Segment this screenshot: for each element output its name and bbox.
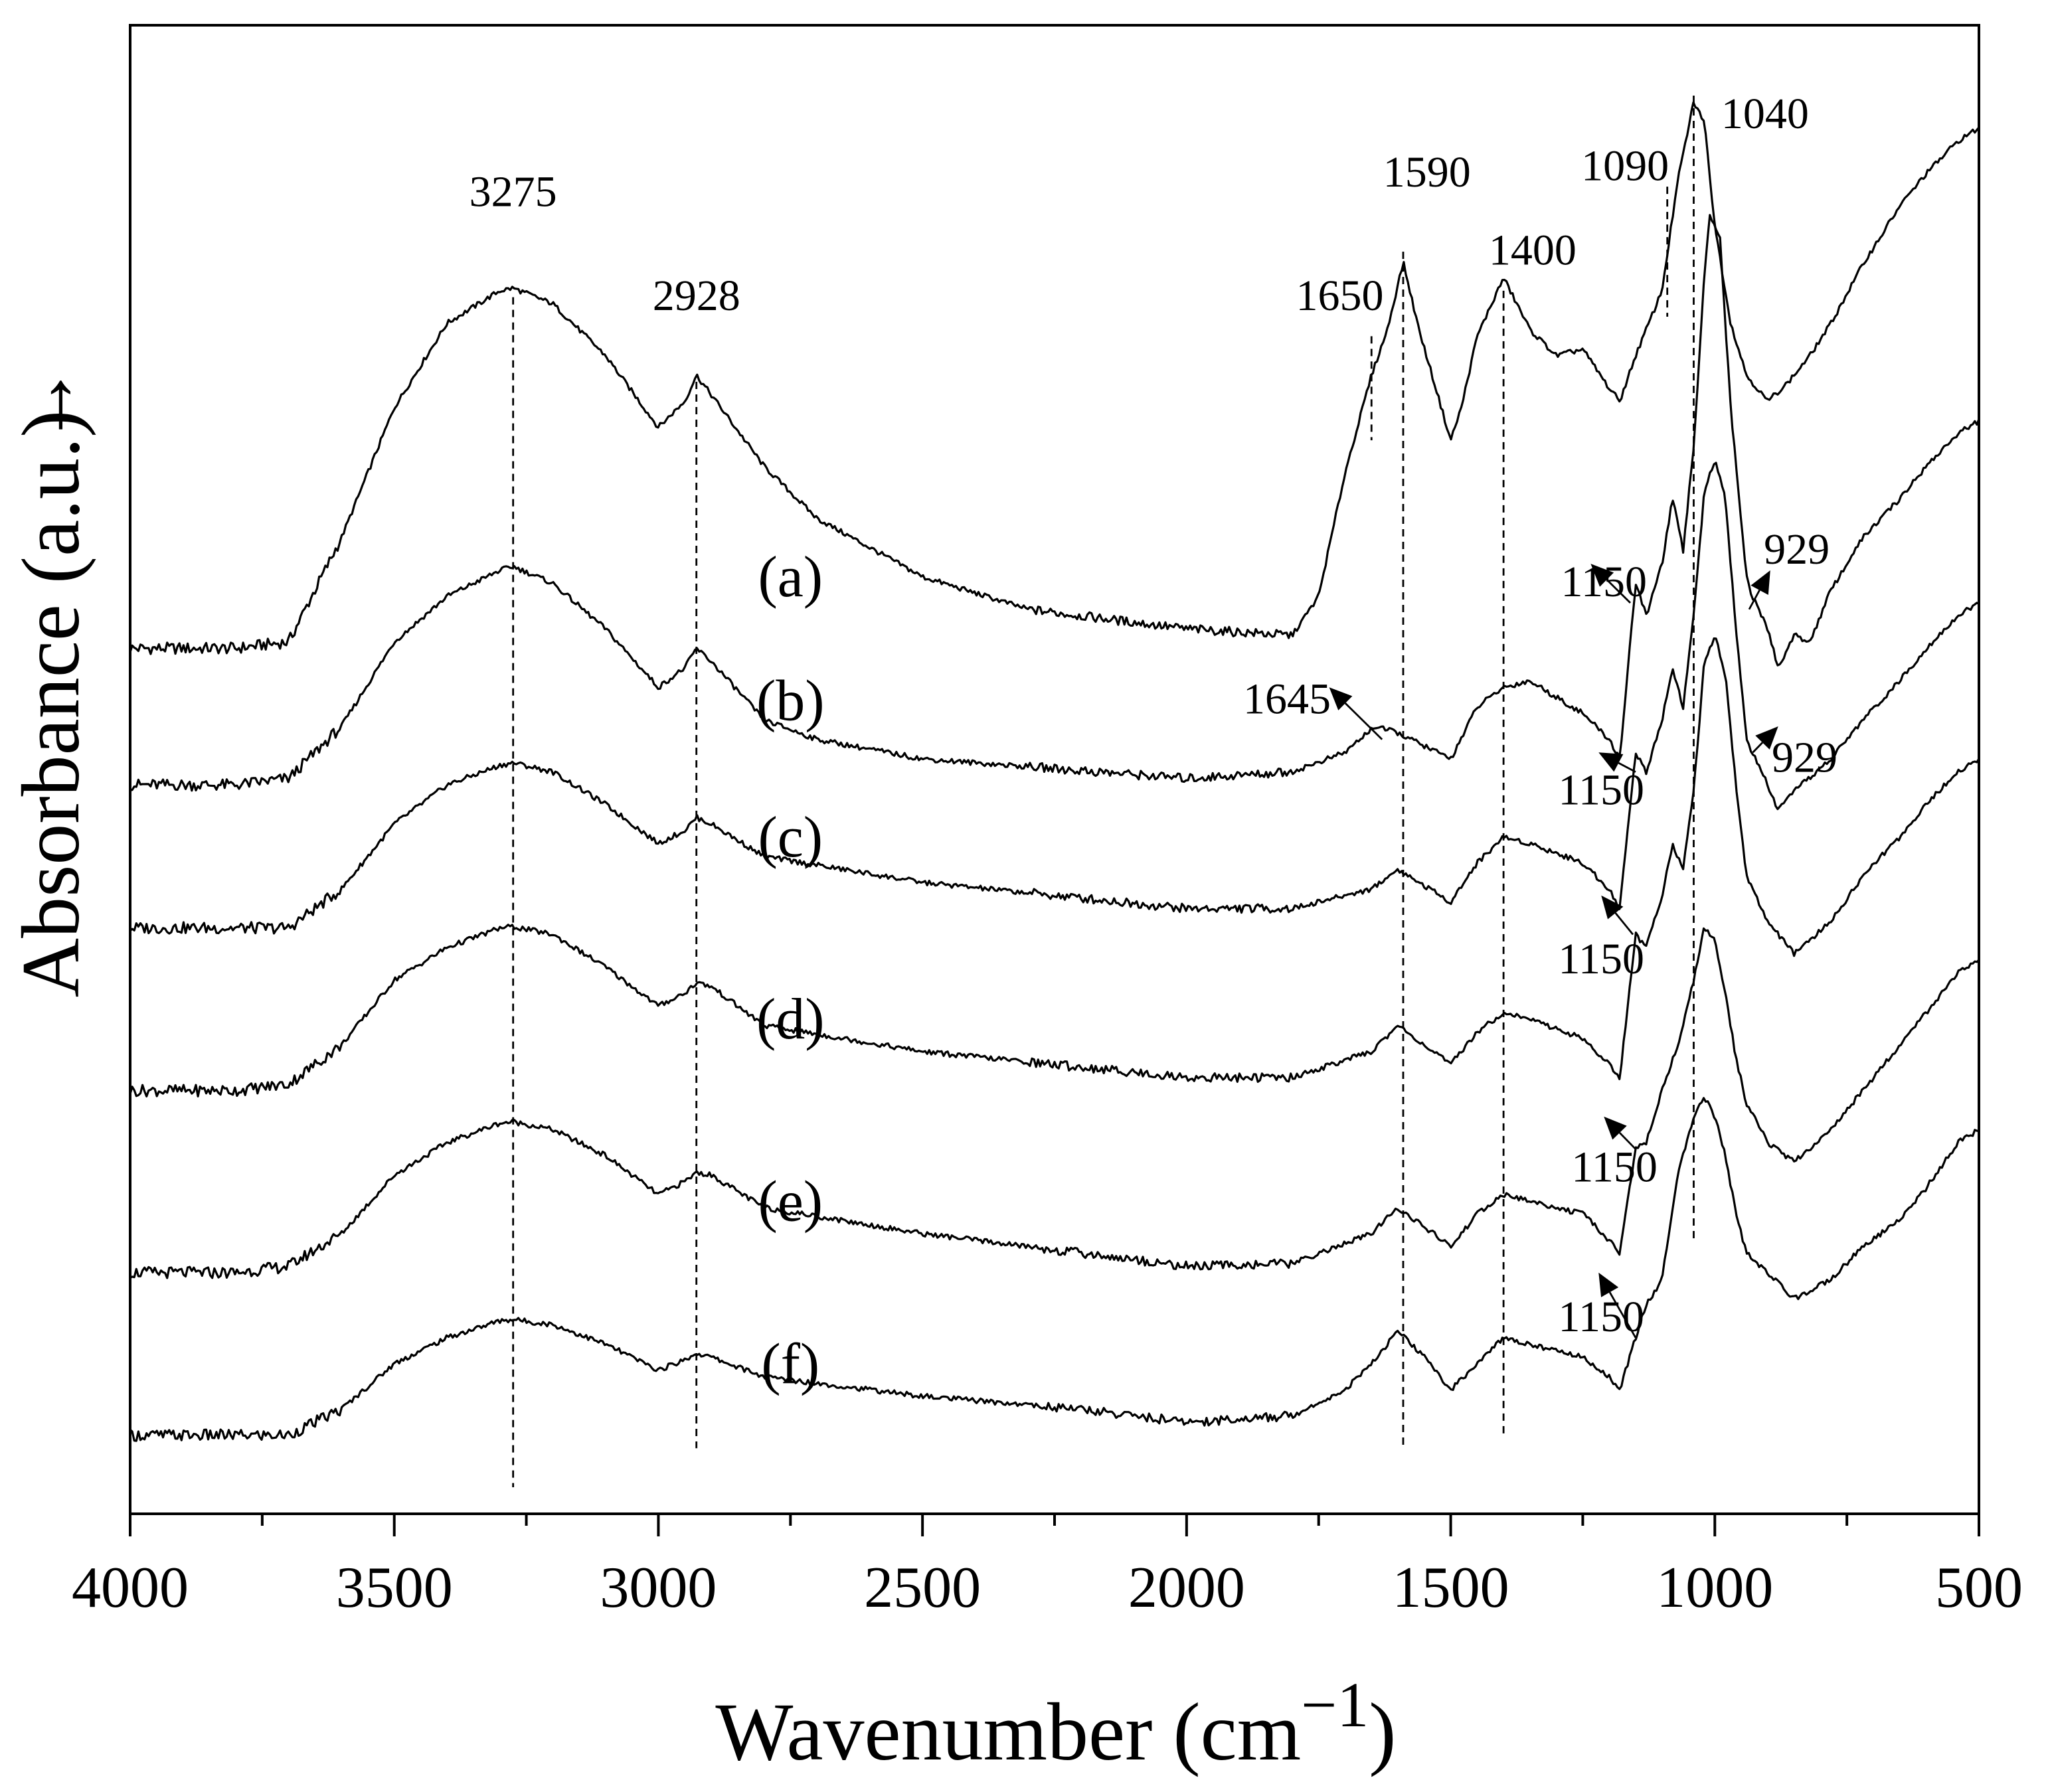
- series-line-1: [129, 101, 1980, 655]
- peak-label-13: 1150: [1571, 1143, 1658, 1192]
- peak-label-12: 1150: [1558, 935, 1644, 983]
- peak-label-5: 1090: [1581, 141, 1669, 190]
- series-label-5: (e): [758, 1169, 823, 1234]
- annotation-arrow-3: [1606, 579, 1631, 604]
- annotation-arrowhead-7: [1598, 1272, 1619, 1297]
- series-label-4: (d): [756, 987, 825, 1052]
- x-tick-label-1500: 1500: [1393, 1556, 1509, 1620]
- x-axis-ticks: 4000 3500 3000 2500 2000 1500 1000 500: [72, 1514, 2023, 1620]
- peak-label-11: 1150: [1558, 766, 1644, 815]
- y-axis-label-group: Absorbance (a.u.): [5, 410, 96, 998]
- annotation-arrow-0: [1344, 702, 1383, 740]
- x-tick-label-2000: 2000: [1128, 1556, 1245, 1620]
- annotation-arrow-5: [1614, 912, 1634, 936]
- annotation-arrow-2: [1752, 742, 1764, 754]
- y-axis-arrow: →: [1, 364, 92, 446]
- annotation-arrow-4: [1618, 762, 1636, 773]
- annotation-arrowhead-2: [1755, 726, 1778, 750]
- peak-label-7: 1645: [1243, 675, 1331, 723]
- annotation-arrowhead-1: [1750, 570, 1770, 596]
- series-label-2: (b): [756, 669, 825, 733]
- peak-label-1: 2928: [653, 272, 740, 320]
- series-line-4: [129, 637, 1980, 1098]
- annotation-arrow-6: [1618, 1132, 1636, 1150]
- series-line-6: [129, 1097, 1980, 1442]
- reference-lines: [512, 95, 1695, 1487]
- x-axis-label-close: ): [1369, 1686, 1396, 1777]
- peak-label-0: 3275: [469, 167, 557, 216]
- x-axis-label-exponent: −1: [1301, 1669, 1369, 1740]
- plot-frame: [129, 24, 1980, 1515]
- x-tick-label-3500: 3500: [336, 1556, 453, 1620]
- peak-label-9: 929: [1772, 734, 1837, 782]
- annotation-arrowhead-3: [1590, 564, 1614, 587]
- x-tick-label-3000: 3000: [600, 1556, 717, 1620]
- annotation-arrow-1: [1748, 590, 1760, 610]
- annotation-arrowhead-6: [1604, 1116, 1627, 1140]
- x-tick-label-2500: 2500: [864, 1556, 981, 1620]
- peak-label-14: 1150: [1558, 1293, 1644, 1341]
- x-tick-label-1000: 1000: [1656, 1556, 1773, 1620]
- series-label-3: (c): [758, 805, 823, 870]
- series-line-3: [129, 461, 1980, 935]
- y-axis-label: Absorbance (a.u.): [5, 410, 96, 998]
- annotation-arrow-7: [1608, 1291, 1637, 1339]
- series-line-2: [129, 214, 1980, 792]
- peak-label-4: 1400: [1489, 226, 1577, 275]
- peak-label-8: 929: [1764, 525, 1830, 574]
- series-label-6: (f): [761, 1332, 819, 1396]
- spectra-series: (a) (b) (c) (d) (e) (f): [129, 101, 1980, 1442]
- annotation-arrowhead-4: [1598, 752, 1624, 772]
- series-line-5: [129, 927, 1980, 1279]
- peak-label-6: 1040: [1721, 90, 1809, 138]
- y-axis-arrow-group: →: [1, 364, 92, 446]
- x-tick-label-500: 500: [1935, 1556, 2023, 1620]
- annotation-arrowhead-0: [1329, 687, 1353, 710]
- x-tick-label-4000: 4000: [72, 1556, 189, 1620]
- x-axis-label: Wavenumber (cm−1): [715, 1669, 1396, 1777]
- peak-label-2: 1650: [1296, 272, 1384, 320]
- annotation-arrowhead-5: [1601, 895, 1624, 920]
- peak-label-3: 1590: [1383, 148, 1471, 197]
- series-label-1: (a): [758, 545, 823, 610]
- x-axis-label-main: Wavenumber (cm: [715, 1686, 1301, 1777]
